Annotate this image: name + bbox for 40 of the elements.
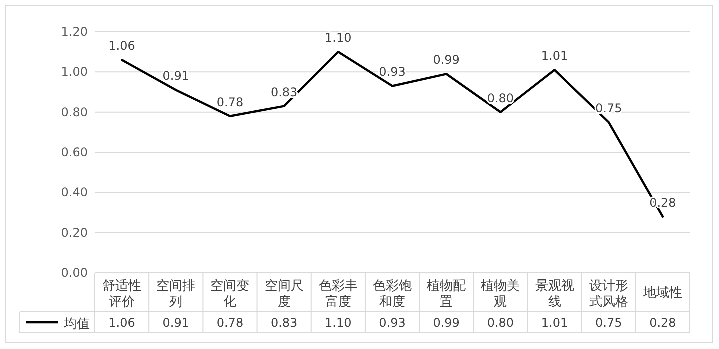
x-tick-label: 空间尺度 [264,279,304,310]
data-label: 0.28 [650,316,676,330]
data-label: 0.83 [270,316,298,330]
x-tick-label: 空间排列 [156,279,196,310]
legend-label: 均值 [63,317,90,332]
text: 0.78 [216,95,244,110]
x-tick-label: 植物美观 [481,278,520,310]
y-tick-label: 0.60 [61,146,88,160]
text: 0.91 [162,69,190,84]
x-tick-label: 植物配置 [427,279,466,310]
x-tick-label: 地域性 [642,286,682,301]
data-label: 0.99 [433,316,460,330]
data-label: 0.78 [216,316,244,330]
data-label: 1.10 [325,316,352,330]
y-tick-label: 1.20 [61,25,88,39]
y-tick-label: 0.40 [61,186,88,200]
y-tick-label: 1.00 [61,65,88,80]
text: 0.99 [433,53,460,68]
x-tick-label: 色彩丰富度 [318,279,358,310]
data-label: 0.75 [596,316,622,330]
text: 1.06 [108,39,136,54]
y-tick-label: 0.80 [61,105,88,120]
text: 1.10 [325,31,352,46]
text: 0.93 [379,65,406,80]
data-label: 1.01 [541,316,568,330]
x-tick-label: 舒适性评价 [102,279,142,310]
y-tick-label: 0.20 [61,226,88,240]
text: 0.75 [596,101,622,116]
text: 1.01 [541,49,568,64]
text: 0.83 [270,85,298,100]
x-tick-label: 色彩饱和度 [373,279,412,310]
data-label: 1.06 [108,316,136,330]
x-tick-label: 景观视线 [535,279,574,310]
y-tick-label: 0.00 [61,266,88,280]
text: 0.80 [487,91,514,106]
data-label: 0.80 [487,316,514,330]
data-label: 0.91 [162,316,190,330]
x-tick-label: 设计形式风格 [589,279,628,310]
x-tick-label: 空间变化 [210,279,250,310]
data-label: 0.93 [379,316,406,330]
